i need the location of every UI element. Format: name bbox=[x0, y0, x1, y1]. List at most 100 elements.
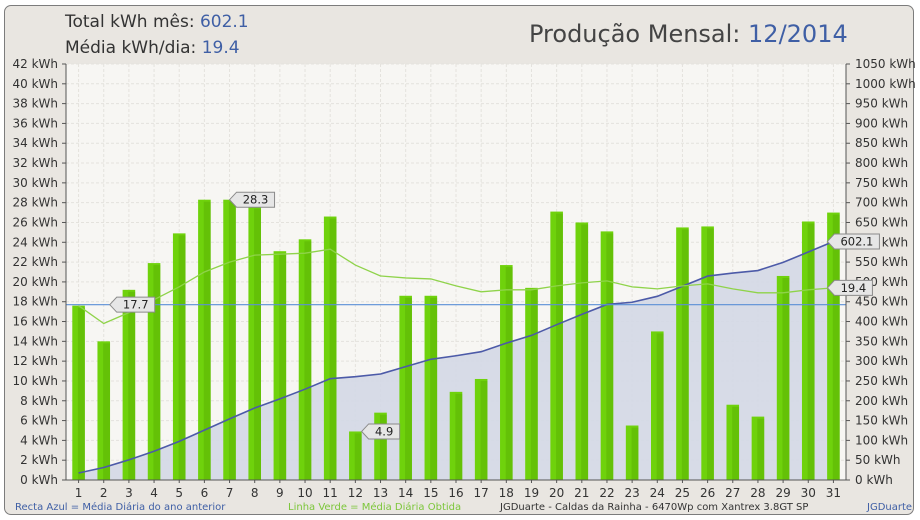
left-axis-tick-label: 2 kWh bbox=[20, 453, 58, 467]
total-kwh-value: 602.1 bbox=[199, 12, 249, 32]
bar-day-1 bbox=[72, 305, 85, 480]
x-axis-tick-label: 16 bbox=[448, 486, 463, 500]
left-axis-tick-label: 24 kWh bbox=[12, 235, 58, 249]
x-axis-tick-label: 4 bbox=[150, 486, 158, 500]
bar-shade bbox=[379, 414, 387, 480]
bar-shade bbox=[681, 229, 689, 480]
bar-shade bbox=[128, 291, 136, 480]
left-axis-tick-label: 16 kWh bbox=[12, 315, 58, 329]
callout-box bbox=[109, 296, 156, 313]
x-axis-tick-label: 31 bbox=[826, 486, 841, 500]
bar-shade bbox=[807, 223, 815, 480]
x-axis-tick-label: 1 bbox=[75, 486, 83, 500]
callout-text: 4.9 bbox=[375, 424, 393, 438]
bar-day-20 bbox=[550, 211, 563, 481]
bar-shade bbox=[505, 267, 513, 480]
average-kwh-label: Média kWh/dia: bbox=[65, 38, 197, 58]
x-axis-tick-label: 6 bbox=[201, 486, 209, 500]
total-kwh-label: Total kWh mês: bbox=[65, 12, 195, 32]
right-axis-tick-label: 900 kWh bbox=[855, 116, 908, 130]
x-axis-tick-label: 23 bbox=[624, 486, 639, 500]
bar-day-9 bbox=[273, 251, 287, 480]
right-axis-tick-label: 50 kWh bbox=[855, 453, 901, 467]
bar-shade bbox=[354, 433, 362, 480]
bar-shade bbox=[455, 393, 463, 480]
x-axis-tick-label: 10 bbox=[297, 486, 312, 500]
right-axis-tick-label: 700 kWh bbox=[855, 196, 908, 210]
bar-shade bbox=[606, 233, 614, 480]
bar-day-31 bbox=[827, 212, 840, 481]
bar-day-15 bbox=[424, 295, 438, 480]
right-axis-tick-label: 300 kWh bbox=[855, 354, 908, 368]
callout-box bbox=[228, 191, 276, 208]
x-axis-tick-label: 20 bbox=[549, 486, 564, 500]
bar-shade bbox=[304, 241, 312, 480]
bar-shade bbox=[782, 277, 790, 480]
bar-shade bbox=[430, 297, 438, 480]
x-axis-tick-label: 15 bbox=[423, 486, 438, 500]
chart-title: Produção Mensal: 12/2014 bbox=[529, 20, 848, 48]
bar-day-26 bbox=[701, 226, 714, 480]
bar-shade bbox=[530, 289, 538, 480]
average-line bbox=[78, 248, 834, 325]
right-axis-tick-label: 400 kWh bbox=[855, 315, 908, 329]
right-axis-tick-label: 200 kWh bbox=[855, 394, 908, 408]
average-kwh-header: Média kWh/dia: 19.4 bbox=[65, 38, 240, 58]
left-axis-tick-label: 40 kWh bbox=[12, 77, 58, 91]
left-axis-tick-label: 14 kWh bbox=[12, 334, 58, 348]
bar-shade bbox=[656, 333, 664, 480]
x-axis-tick-label: 27 bbox=[725, 486, 740, 500]
left-axis-tick-label: 32 kWh bbox=[12, 156, 58, 170]
bar-day-12 bbox=[349, 431, 362, 480]
x-axis-tick-label: 22 bbox=[599, 486, 614, 500]
callout-text: 17.7 bbox=[123, 298, 149, 312]
bar-shade bbox=[732, 406, 740, 480]
left-axis-tick-label: 4 kWh bbox=[20, 433, 58, 447]
bar-shade bbox=[329, 218, 337, 481]
left-axis-tick-label: 10 kWh bbox=[12, 374, 58, 388]
blue-line-legend: Recta Azul = Média Diária do ano anterio… bbox=[15, 502, 226, 513]
right-axis-tick-label: 750 kWh bbox=[855, 176, 908, 190]
brand-label: JGDuarte bbox=[867, 502, 913, 513]
x-axis-tick-label: 21 bbox=[574, 486, 589, 500]
bar-day-11 bbox=[323, 216, 337, 481]
right-axis-tick-label: 800 kWh bbox=[855, 156, 908, 170]
bar-shade bbox=[480, 380, 488, 480]
left-axis-tick-label: 26 kWh bbox=[12, 215, 58, 229]
bar-day-7 bbox=[223, 199, 236, 480]
bar-shade bbox=[706, 228, 714, 480]
right-axis-tick-label: 250 kWh bbox=[855, 374, 908, 388]
bar-day-5 bbox=[172, 233, 186, 480]
bar-shade bbox=[254, 208, 261, 480]
bar-shade bbox=[405, 297, 412, 480]
bar-day-14 bbox=[399, 295, 412, 480]
bar-shade bbox=[77, 307, 85, 480]
right-axis-tick-label: 450 kWh bbox=[855, 295, 908, 309]
left-axis-tick-label: 8 kWh bbox=[20, 394, 58, 408]
bar-day-30 bbox=[801, 221, 815, 480]
callout-text: 28.3 bbox=[243, 193, 269, 207]
left-axis-tick-label: 0 kWh bbox=[20, 473, 58, 487]
bar-shade bbox=[279, 253, 287, 480]
callout-max: 28.3 bbox=[228, 191, 276, 208]
callout-total: 602.1 bbox=[826, 233, 880, 250]
x-axis-tick-label: 13 bbox=[373, 486, 388, 500]
bar-day-10 bbox=[298, 239, 312, 480]
bar-day-4 bbox=[147, 263, 161, 480]
callout-box bbox=[826, 279, 873, 296]
bar-day-6 bbox=[198, 199, 211, 480]
bar-day-23 bbox=[625, 425, 639, 480]
x-axis-tick-label: 12 bbox=[348, 486, 363, 500]
cumulative-area bbox=[78, 241, 834, 480]
x-axis-tick-label: 11 bbox=[323, 486, 338, 500]
bar-day-25 bbox=[676, 227, 689, 480]
left-axis-tick-label: 38 kWh bbox=[12, 97, 58, 111]
right-axis-tick-label: 1050 kWh bbox=[855, 57, 916, 71]
left-axis-tick-label: 34 kWh bbox=[12, 136, 58, 150]
callout-box bbox=[826, 233, 880, 250]
right-axis-tick-label: 0 kWh bbox=[855, 473, 893, 487]
bar-shade bbox=[757, 418, 765, 480]
bar-shade bbox=[581, 224, 589, 480]
average-kwh-value: 19.4 bbox=[201, 38, 240, 58]
